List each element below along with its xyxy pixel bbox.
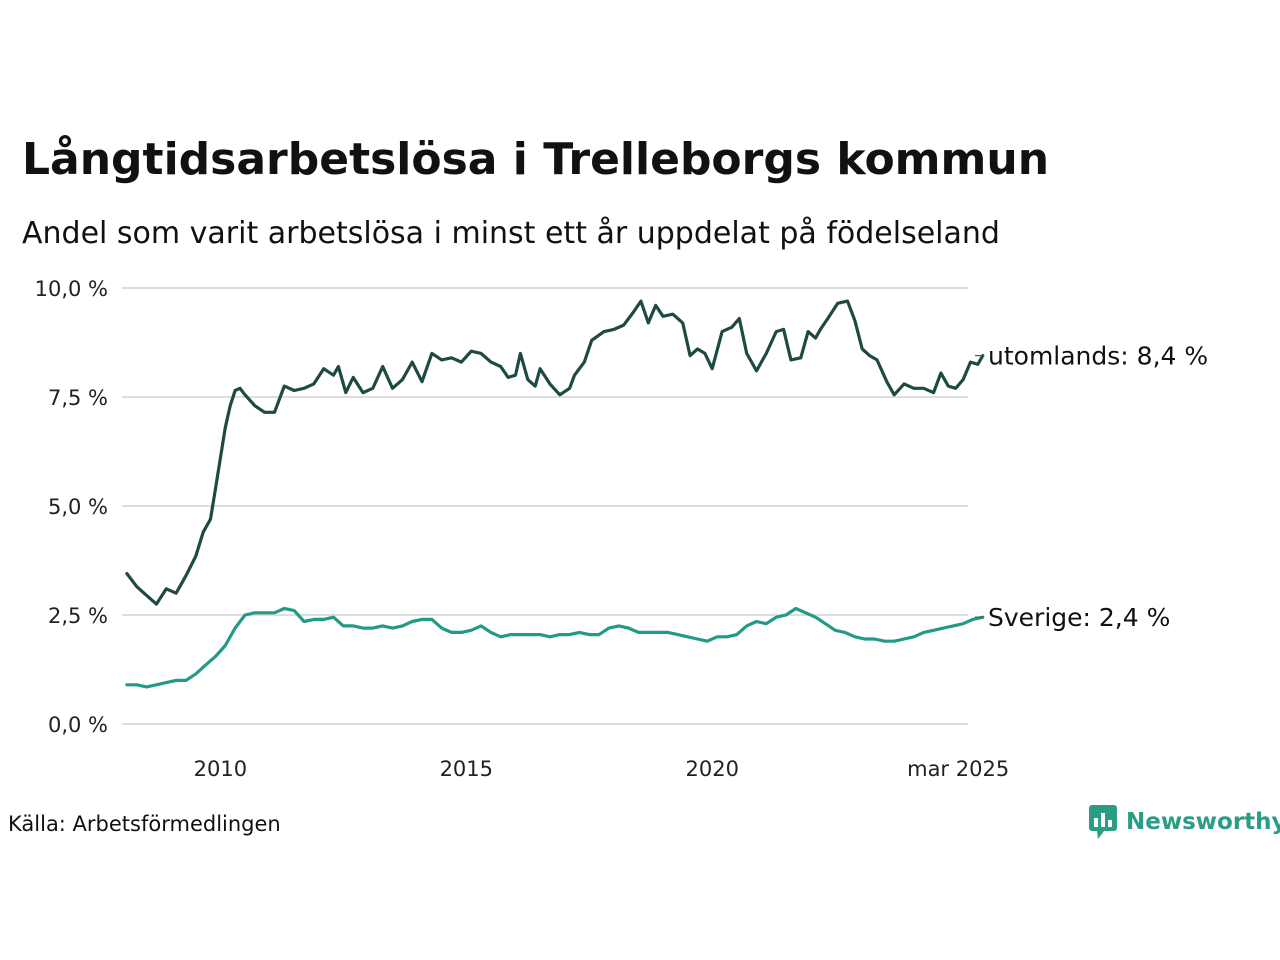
series-end-labels: utomlands: 8,4 % Sverige: 2,4 % [975,342,1208,632]
y-tick-label: 2,5 % [48,604,108,628]
grid-lines [122,287,968,725]
source-note: Källa: Arbetsförmedlingen [8,812,281,836]
brand-logo: Newsworthy [1088,804,1280,840]
y-axis-ticks: 0,0 % 2,5 % 5,0 % 7,5 % 10,0 % [35,277,108,737]
x-tick-label: 2015 [440,757,493,781]
x-axis-ticks: 2010 2015 2020 mar 2025 [194,757,1010,781]
y-tick-label: 10,0 % [35,277,108,301]
x-tick-label: 2010 [194,757,247,781]
series-lines [125,299,985,689]
y-tick-label: 5,0 % [48,495,108,519]
series-line-sverige [125,606,985,689]
brand-name: Newsworthy [1126,809,1280,835]
y-tick-label: 0,0 % [48,713,108,737]
series-line-utomlands [125,299,985,606]
x-tick-label: mar 2025 [907,757,1009,781]
chart-title: Långtidsarbetslösa i Trelleborgs kommun [22,134,1050,185]
newsworthy-logo-icon [1089,805,1117,839]
chart-subtitle: Andel som varit arbetslösa i minst ett å… [22,216,1000,251]
end-label-utomlands: utomlands: 8,4 % [988,342,1208,371]
x-tick-label: 2020 [686,757,739,781]
y-tick-label: 7,5 % [48,386,108,410]
end-label-sverige: Sverige: 2,4 % [988,603,1170,632]
